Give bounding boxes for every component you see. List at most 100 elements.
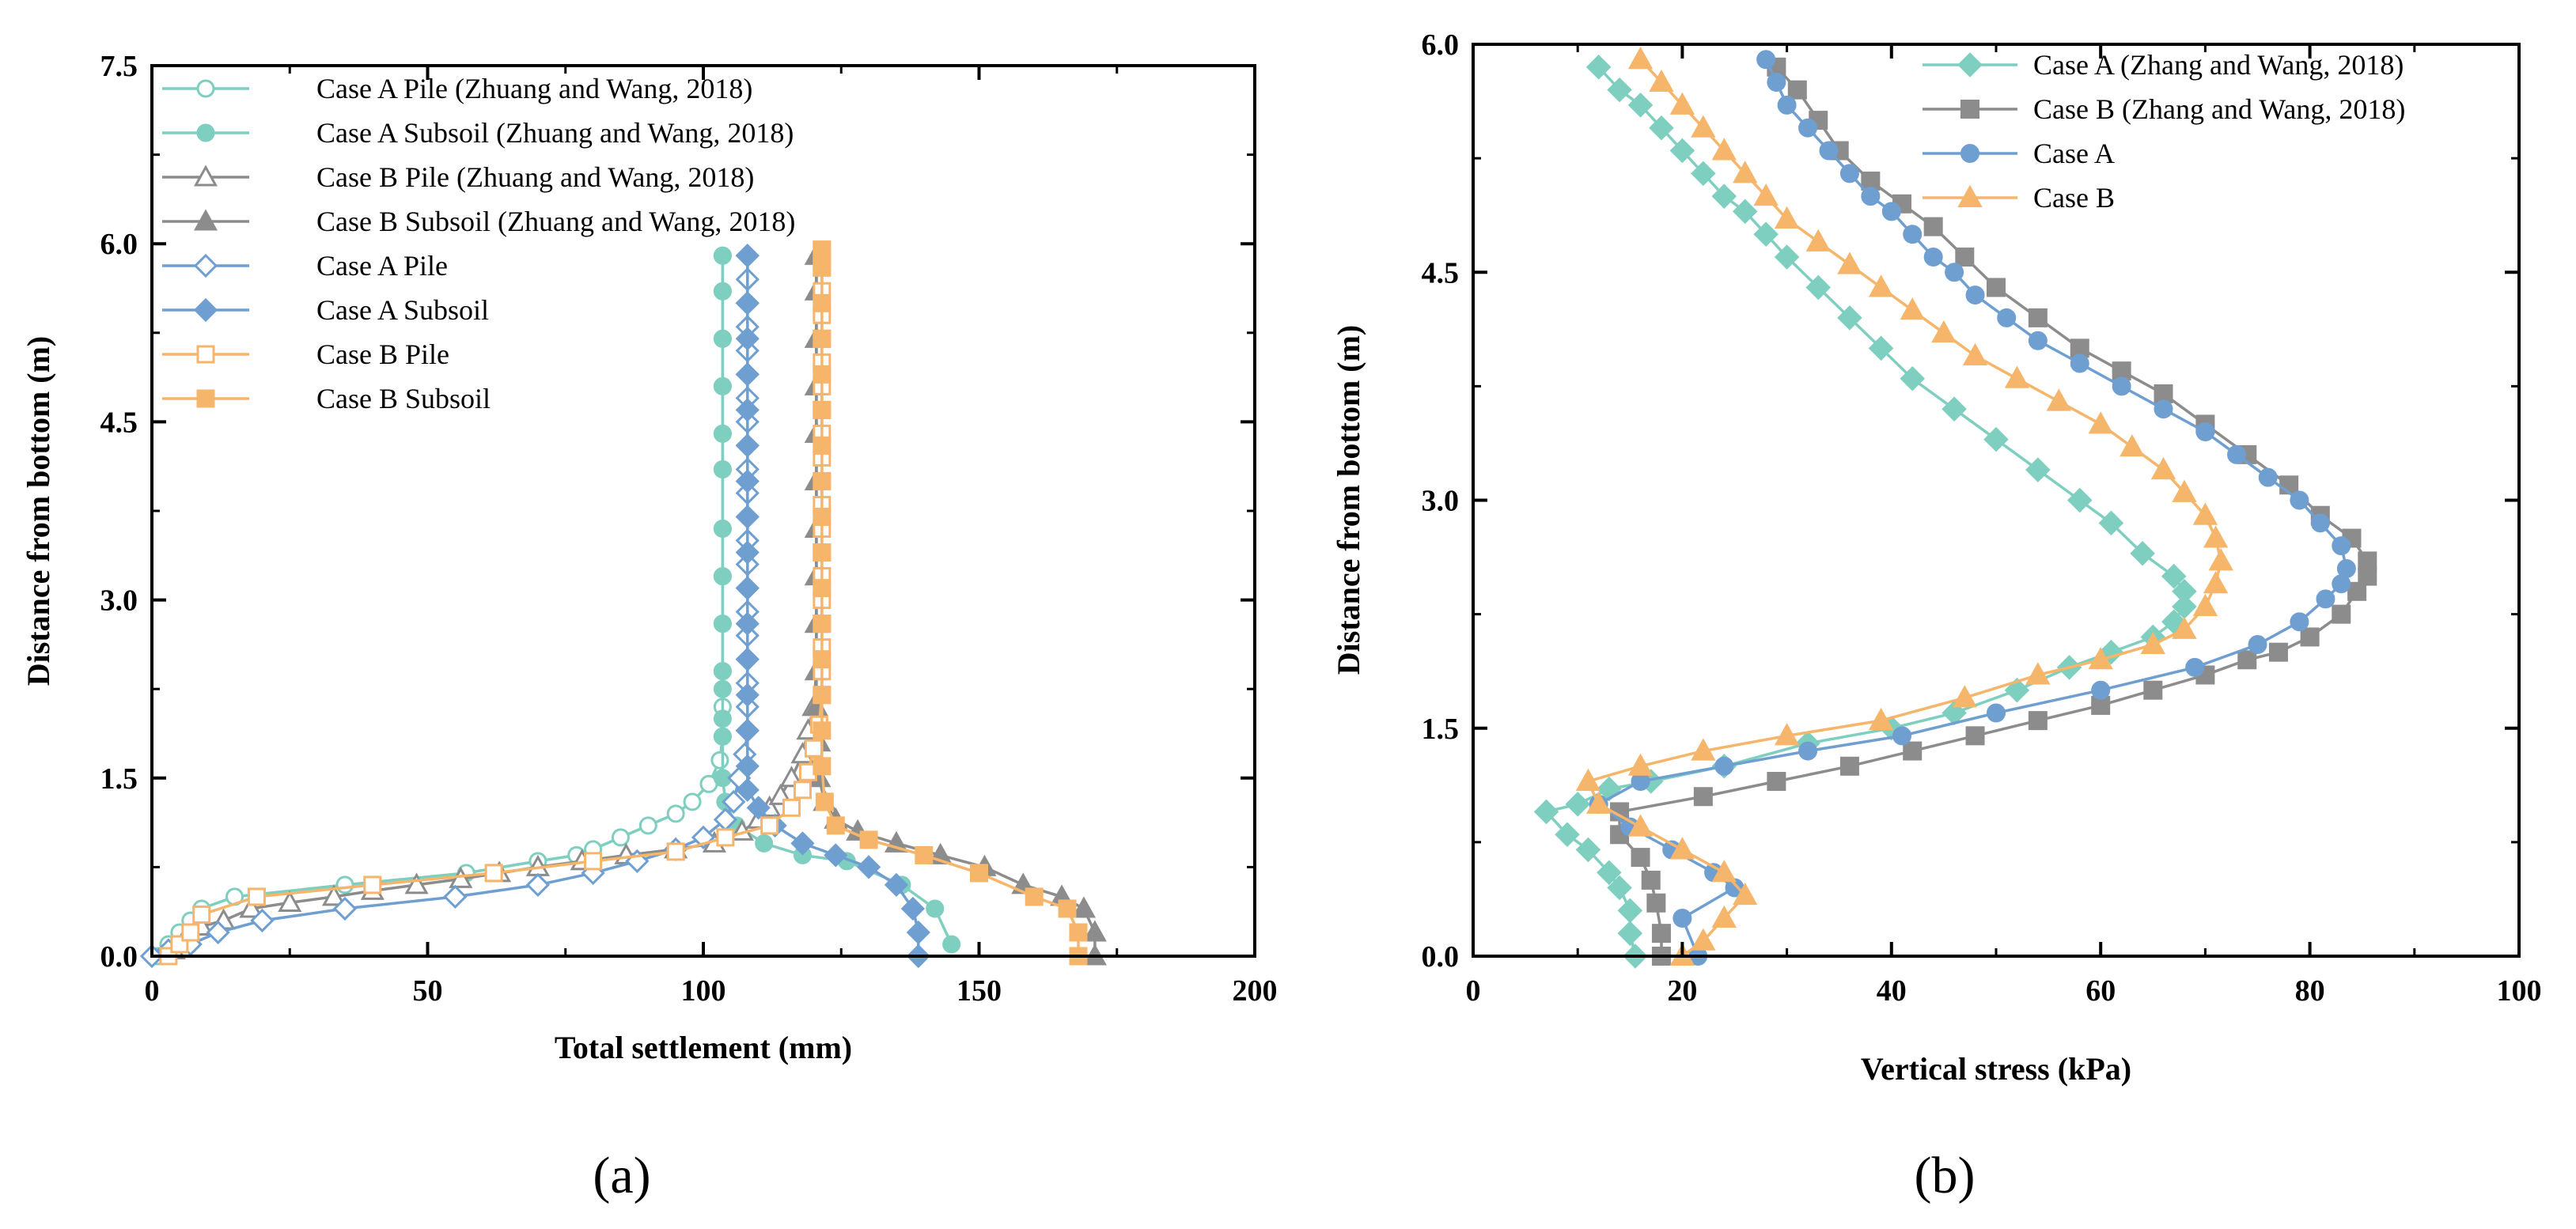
panel-b-data-point-case-b [1837,251,1862,274]
panel-a-x-tick-label: 50 [413,974,443,1008]
panel-b-legend-item-case-a: Case A [1923,138,2115,169]
panel-a-data-point-case-a-subsoil [884,872,909,898]
panel-a-legend-label-case-b-pile-zhuang-and-wang-2018: Case B Pile (Zhuang and Wang, 2018) [316,161,754,193]
panel-a-series-case-b-pile-zhuang-and-wang-2018 [161,243,828,959]
panel-b-legend: Case A (Zhang and Wang, 2018) Case B (Zha… [1923,49,2405,214]
panel-a-data-point-case-b-subsoil [813,614,832,633]
panel-b-legend-marker-case-a [1960,144,1979,163]
panel-a-data-point-case-a-subsoil-zhuang-and-wang-2018 [942,935,961,954]
panel-b-data-point-case-b [1627,47,1654,70]
panel-a-data-point-case-a-subsoil [856,855,881,879]
panel-b-data-point-case-b [1868,274,1894,297]
panel-a-legend-marker-case-b-pile-zhuang-and-wang-2018 [193,164,218,187]
panel-b-data-point-case-a [1819,141,1839,161]
panel-b-data-point-case-a-zhang-and-wang-2018 [2004,677,2030,703]
panel-b-data-point-case-a-zhang-and-wang-2018 [1585,55,1612,80]
panel-b-data-point-case-a-zhang-and-wang-2018 [1753,221,1779,247]
panel-b-data-point-case-b [1669,92,1695,115]
panel-b-legend-marker-case-a-zhang-and-wang-2018 [1957,52,1983,78]
panel-b-data-point-case-b [1931,320,1957,343]
panel-b-data-point-case-b [2172,479,2197,502]
panel-b-data-point-case-a [2290,612,2309,632]
panel-b-legend-item-case-b: Case B [1923,182,2115,214]
panel-a-data-point-case-a-subsoil [735,244,760,268]
panel-b-y-tick-label: 0.0 [1422,940,1460,974]
panel-b-data-point-case-b-zhang-and-wang-2018 [2028,308,2048,327]
panel-b-data-point-case-b [1733,161,1758,183]
panel-a-legend-item-case-a-pile-zhuang-and-wang-2018: Case A Pile (Zhuang and Wang, 2018) [162,73,752,104]
panel-a-data-point-case-b-subsoil [859,830,878,849]
panel-a-data-point-case-a-subsoil-zhuang-and-wang-2018 [926,899,945,918]
panel-b-data-point-case-b-zhang-and-wang-2018 [2347,581,2367,601]
panel-a-data-point-case-a-subsoil [735,398,760,422]
panel-a-data-point-case-b-subsoil [813,471,832,490]
panel-b-data-point-case-b [2208,548,2233,571]
panel-b-data-point-case-a [1767,73,1786,93]
panel-b-data-point-case-b [1691,115,1716,138]
panel-b-data-point-case-a [2227,444,2247,464]
panel-a-axes: 0 50 100 150 200 0.0 1.5 3.0 4.5 6.0 7.5 [100,50,1278,1008]
panel-a-data-point-case-a-pile-zhuang-and-wang-2018 [683,792,702,811]
panel-b-x-tick-label: 100 [2497,974,2542,1008]
panel-a-x-tick-label: 0 [145,974,160,1008]
panel-a-data-point-case-a-subsoil-zhuang-and-wang-2018 [713,520,732,539]
panel-a-data-point-case-a-pile [206,920,230,945]
panel-b-data-point-case-a [2091,680,2111,700]
panel-a-series-case-b-subsoil [813,240,1088,966]
panel-a-data-point-case-b-pile [181,923,200,942]
panel-a-label: (a) [593,1147,650,1204]
panel-b-series-case-a [1589,50,2356,966]
panel-b-data-point-case-b-zhang-and-wang-2018 [2268,642,2288,662]
panel-b-data-point-case-a [1965,286,1985,305]
panel-b-data-point-case-a [1777,95,1797,115]
panel-b-data-point-case-b [1649,69,1674,93]
panel-a-data-point-case-a-subsoil [735,291,760,316]
panel-a-data-point-case-a-pile-zhuang-and-wang-2018 [335,875,354,894]
panel-a-data-point-case-b-subsoil [1058,899,1077,918]
panel-b-data-point-case-a-zhang-and-wang-2018 [1900,365,1926,391]
panel-b-data-point-case-b [1669,837,1695,860]
panel-b-data-point-case-a [2310,513,2330,533]
panel-a-data-point-case-b-subsoil-zhuang-and-wang-2018 [1071,896,1096,918]
panel-a-data-point-case-b-subsoil [813,508,832,527]
panel-b-series-case-b-zhang-and-wang-2018 [1610,57,2377,966]
panel-b-data-point-case-a [1673,908,1692,928]
panel-a-data-point-case-a-subsoil [735,505,760,529]
panel-a-data-point-case-a-subsoil [735,683,760,707]
panel-a-data-point-case-b-pile [247,887,266,906]
panel-a-data-point-case-b-pile [716,828,735,847]
panel-b-data-point-case-a-zhang-and-wang-2018 [1649,115,1674,141]
panel-b-data-point-case-b [1774,206,1800,229]
panel-b-legend-label-case-a-zhang-and-wang-2018: Case A (Zhang and Wang, 2018) [2033,49,2404,81]
panel-a-series-line-case-a-subsoil-zhuang-and-wang-2018 [721,255,953,945]
panel-b-data-point-case-a [1945,263,1964,282]
panel-b-data-point-case-a-zhang-and-wang-2018 [1691,161,1716,187]
panel-a-data-point-case-a-subsoil [735,576,760,600]
panel-a-data-point-case-a-subsoil-zhuang-and-wang-2018 [713,282,732,301]
panel-b-legend-marker-case-b [1957,184,1983,207]
panel-a-x-tick-label: 200 [1233,974,1278,1008]
panel-b-axes: 0 20 40 60 80 100 0.0 1.5 3.0 4.5 6.0 [1422,28,2542,1008]
panel-a-legend-marker-case-b-subsoil [196,389,215,408]
panel-b-data-point-case-b-zhang-and-wang-2018 [1965,726,1985,746]
panel-a-data-point-case-b-pile [484,864,503,883]
panel-b-data-point-case-a-zhang-and-wang-2018 [1617,921,1643,946]
panel-b-data-point-case-a-zhang-and-wang-2018 [1837,305,1862,331]
panel-b-data-point-case-a-zhang-and-wang-2018 [2025,457,2051,482]
panel-a-x-tick-label: 150 [957,974,1002,1008]
panel-b-y-tick-label: 1.5 [1422,713,1460,746]
panel-b-data-point-case-a-zhang-and-wang-2018 [1774,244,1800,270]
panel-b-data-point-case-b [1900,297,1925,320]
panel-a-legend-item-case-a-subsoil: Case A Subsoil [162,294,489,326]
panel-a-data-point-case-a-pile-zhuang-and-wang-2018 [666,804,685,823]
panel-a-y-tick-label: 6.0 [100,228,138,261]
panel-a-data-point-case-a-subsoil-zhuang-and-wang-2018 [713,376,732,395]
panel-b-data-point-case-a-zhang-and-wang-2018 [1805,274,1832,301]
panel-a-legend-marker-case-b-pile [196,345,215,364]
panel-a-data-point-case-a-subsoil [746,796,771,820]
panel-b-data-point-case-a-zhang-and-wang-2018 [1607,77,1632,103]
panel-a-data-point-case-b-subsoil [970,864,988,883]
panel-b-data-point-case-b-zhang-and-wang-2018 [1631,848,1650,868]
panel-b-legend-marker-case-b-zhang-and-wang-2018 [1960,100,1979,119]
